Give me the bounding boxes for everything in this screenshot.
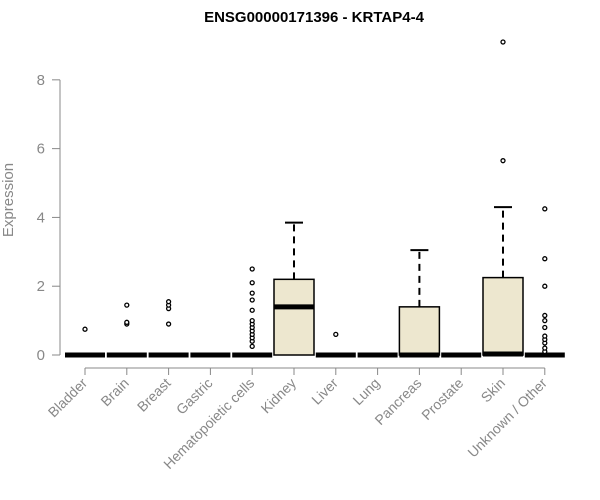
outlier-point [542, 206, 548, 212]
box-pancreas [398, 249, 441, 358]
outlier-point [249, 290, 255, 296]
x-tick-label: Breast [134, 375, 174, 415]
box-liver [315, 331, 356, 358]
outlier-point [249, 307, 255, 313]
box-hematopoietic-cells [232, 266, 273, 358]
x-tick-label: Prostate [418, 375, 466, 423]
y-tick-label: 6 [37, 141, 45, 158]
x-tick-label: Skin [478, 375, 509, 406]
y-tick-label: 4 [37, 209, 45, 226]
outlier-point [500, 39, 506, 45]
x-tick-label: Lung [349, 375, 382, 408]
outlier-point [542, 256, 548, 262]
outlier-point [249, 317, 255, 324]
outlier-point [542, 324, 548, 331]
boxes-group [65, 39, 565, 358]
outlier-point [333, 331, 339, 338]
outlier-point [249, 266, 255, 272]
outlier-point [500, 158, 506, 164]
outlier-point [249, 343, 255, 350]
box-bladder [65, 326, 105, 358]
x-tick-label: Kidney [258, 375, 300, 417]
outlier-point [542, 345, 548, 351]
x-tick-label: Unknown / Other [464, 375, 550, 461]
box-rect [398, 306, 441, 356]
outlier-point [542, 283, 548, 289]
x-tick-label: Brain [97, 375, 131, 409]
box-unknown-other [524, 206, 565, 358]
box-brain [106, 302, 147, 358]
outlier-point [542, 333, 548, 339]
y-tick-label: 0 [37, 347, 45, 364]
outlier-point [165, 299, 172, 305]
outlier-point [124, 302, 130, 308]
outlier-point [249, 297, 255, 303]
box-kidney [273, 221, 315, 356]
chart-title: ENSG00000171396 - KRTAP4-4 [204, 9, 424, 26]
box-skin [482, 39, 524, 357]
outlier-point [124, 319, 130, 325]
x-tick-label: Liver [308, 375, 341, 408]
outlier-point [165, 321, 172, 327]
y-tick-label: 2 [37, 278, 45, 295]
outlier-point [82, 326, 88, 332]
outlier-point [542, 312, 548, 319]
y-tick-label: 8 [37, 72, 45, 89]
box-breast [148, 299, 189, 358]
y-axis-label: Expression [0, 163, 17, 237]
x-tick-label: Bladder [45, 375, 91, 421]
box-rect [482, 276, 524, 356]
outlier-point [249, 280, 255, 286]
outlier-point [542, 317, 548, 324]
y-axis: 0 2 4 6 8 [37, 72, 61, 364]
box-rect [273, 278, 315, 356]
